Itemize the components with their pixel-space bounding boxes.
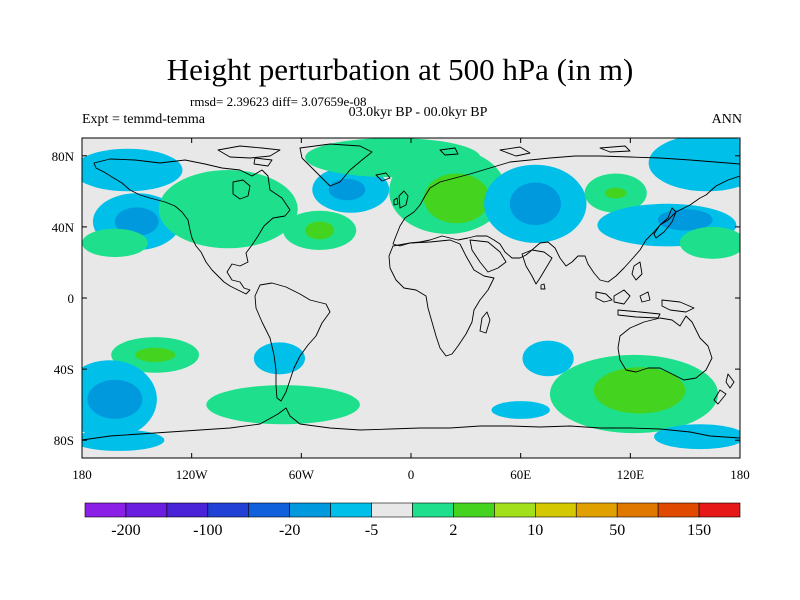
field-n-pacific-blue — [114, 207, 159, 236]
coast-indonesia — [595, 289, 661, 319]
colorbar: -200 -100 -20 -5 2 10 50 150 — [84, 502, 741, 539]
coast-eurasia — [392, 155, 740, 283]
lat-tick-label: 80N — [52, 149, 75, 164]
colorbar-swatch — [575, 502, 618, 518]
map-title: Height perturbation at 500 hPa (in m) — [166, 52, 634, 87]
colorbar-swatch — [616, 502, 659, 518]
coast-new-zealand — [713, 373, 735, 405]
coast-india — [521, 249, 553, 285]
coast-africa — [388, 239, 495, 357]
coast-south-america — [254, 282, 331, 402]
colorbar-swatch — [535, 502, 577, 518]
colorbar-label: -5 — [365, 522, 378, 539]
coast-new-guinea — [661, 299, 695, 313]
colorbar-swatch — [453, 502, 495, 518]
coastline-layer — [82, 143, 740, 441]
coast-iceland — [375, 172, 391, 182]
colorbar-swatch — [289, 502, 331, 518]
colorbar-swatch — [698, 502, 741, 518]
field-c-pacific-green — [679, 226, 740, 259]
field-arctic-cyan-west — [82, 148, 183, 192]
colorbar-swatch — [412, 502, 454, 518]
lon-tick-label: 0 — [408, 467, 415, 482]
colorbar-label: 150 — [687, 522, 711, 539]
lon-tick-label: 180 — [72, 467, 92, 482]
lat-tick-label: 80S — [54, 433, 74, 448]
coast-hudson-bay — [232, 179, 251, 200]
stats-text: rmsd= 2.39623 diff= 3.07659e-08 — [190, 94, 367, 109]
colorbar-label: -100 — [193, 522, 222, 539]
coast-greenland — [299, 143, 373, 187]
field-antarctic-cyan-east — [654, 424, 740, 450]
field-nw-pacific-blue — [657, 209, 713, 231]
coast-north-america — [93, 158, 291, 295]
field-europe-green-core — [423, 173, 490, 224]
field-antarctic-cyan — [82, 429, 165, 451]
season-label: ANN — [711, 112, 742, 127]
lon-tick-label: 60E — [510, 467, 531, 482]
field-s-atlantic-green — [206, 385, 360, 425]
field-n-america-green — [158, 170, 298, 249]
coast-arctic-islands — [217, 145, 281, 167]
field-layer — [82, 138, 740, 451]
field-w-pacific-green-n — [82, 228, 148, 258]
colorbar-label: 10 — [527, 522, 543, 539]
coast-uk — [393, 190, 409, 209]
colorbar-swatch — [166, 502, 209, 518]
experiment-label: Expt = temmd-temma — [82, 112, 205, 127]
field-sw-pacific-blue — [87, 379, 143, 419]
colorbar-swatch — [330, 502, 372, 518]
field-s-america-cyan — [253, 342, 305, 375]
colorbar-label: 50 — [609, 522, 625, 539]
field-n-atlantic-green-core — [305, 221, 335, 240]
field-e-arctic-cyan — [648, 138, 740, 192]
lon-tick-label: 120E — [617, 467, 645, 482]
axis-layer: 180 120W 60W 0 60E 120E 180 80N 40N 0 40S 80S — [52, 138, 750, 482]
field-s-pacific-green-core — [135, 347, 176, 362]
colorbar-swatch — [207, 502, 250, 518]
colorbar-swatch — [657, 502, 700, 518]
colorbar-label: -200 — [111, 522, 140, 539]
lon-tick-label: 120W — [176, 467, 209, 482]
colorbar-label: 2 — [449, 522, 457, 539]
period-label: 03.0kyr BP - 00.0kyr BP — [348, 105, 488, 120]
lat-tick-label: 40S — [54, 362, 74, 377]
colorbar-swatch — [494, 502, 536, 518]
field-s-atlantic-cyan — [491, 401, 550, 419]
coast-arabia — [469, 239, 507, 273]
lon-tick-label: 180 — [730, 467, 750, 482]
colorbar-swatch — [125, 502, 168, 518]
lon-tick-label: 60W — [289, 467, 315, 482]
coast-madagascar — [479, 311, 491, 334]
field-e-siberia-green-core — [604, 187, 627, 199]
coast-philippines — [631, 261, 643, 281]
colorbar-swatch — [248, 502, 290, 518]
field-greenland-blue — [328, 178, 366, 201]
lat-tick-label: 40N — [52, 220, 75, 235]
coast-japan — [653, 207, 677, 239]
colorbar-swatch — [84, 502, 127, 518]
lat-tick-label: 0 — [68, 291, 75, 306]
field-s-indian-green-core — [593, 367, 686, 414]
field-s-indian-cyan — [522, 340, 574, 377]
colorbar-swatch — [371, 502, 413, 518]
field-siberia-blue — [509, 182, 561, 226]
colorbar-label: -20 — [279, 522, 300, 539]
coast-antarctica — [82, 407, 740, 441]
coast-australia — [617, 315, 713, 381]
coast-sri-lanka — [540, 283, 546, 290]
coast-arctic-russia-islands — [439, 145, 631, 157]
